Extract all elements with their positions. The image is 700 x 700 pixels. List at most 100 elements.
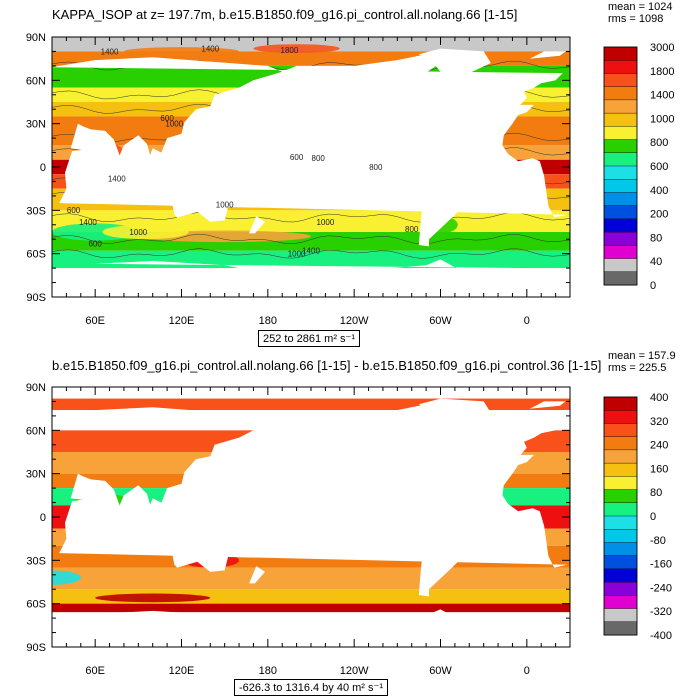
colorbar-label: 600 [650, 161, 668, 173]
contour-label: 800 [312, 154, 326, 163]
colorbar-label: 240 [650, 440, 668, 452]
colorbar-swatch [603, 555, 638, 570]
colorbar-label: 40 [650, 256, 662, 268]
land-mask [197, 519, 225, 530]
colorbar-frame [603, 396, 638, 636]
colorbar-swatch [603, 165, 638, 180]
colorbar-swatch [603, 568, 638, 583]
field-feature [52, 570, 81, 585]
contour-label: 1400 [302, 247, 320, 256]
land-mask [410, 151, 477, 247]
colorbar-swatch [603, 476, 638, 491]
colorbar-swatch [603, 271, 638, 286]
land-mask [72, 185, 81, 204]
contour-label: 1000 [165, 120, 183, 129]
contour-label: 600 [88, 239, 102, 248]
land-mask [195, 456, 214, 471]
range-label: 252 to 2861 m² s⁻¹ [258, 330, 361, 347]
land-mask [529, 51, 566, 59]
x-tick-label: 60W [429, 315, 452, 327]
contour-label: 800 [405, 225, 419, 234]
x-tick-label: 60E [85, 665, 105, 677]
field-feature [253, 44, 340, 53]
colorbar-swatch [603, 449, 638, 464]
land-mask [197, 169, 225, 180]
x-tick-label: 0 [524, 665, 530, 677]
y-tick-label: 30N [26, 469, 46, 481]
y-tick-label: 90S [26, 292, 46, 304]
x-tick-label: 180 [259, 665, 277, 677]
colorbar-label: 400 [650, 392, 668, 404]
map-field [52, 37, 570, 297]
colorbar-swatch [603, 515, 638, 530]
y-tick-label: 90S [26, 642, 46, 654]
contour-label: 600 [160, 114, 174, 123]
y-tick-label: 60N [26, 425, 46, 437]
contour-label: 1400 [101, 47, 119, 56]
land-mask [52, 612, 570, 647]
land-mask [167, 527, 173, 529]
field-band [52, 603, 570, 613]
colorbar-label: -160 [650, 559, 672, 571]
colorbar-label: 1800 [650, 66, 674, 78]
colorbar-swatch [603, 231, 638, 246]
contour-label: 1400 [201, 44, 219, 53]
colorbar-swatch [603, 529, 638, 543]
colorbar-swatch [603, 423, 638, 438]
ocean-map: 90N 60N 30N 0 30S 60S 90S 60E 120E 180 120W 60W 0 140… [26, 32, 675, 327]
y-tick-label: 0 [40, 512, 46, 524]
field-band [52, 567, 570, 590]
field-feature [123, 47, 240, 56]
colorbar-swatch [603, 489, 638, 504]
colorbar-label: -240 [650, 582, 672, 594]
colorbar-label: 0 [650, 280, 656, 292]
contour-label: 1400 [108, 174, 126, 183]
y-tick-label: 60S [26, 249, 46, 261]
colorbar-swatch [603, 218, 638, 233]
mean-label: mean = 1024 [608, 1, 673, 13]
land-mask [418, 48, 491, 81]
colorbar-swatch [603, 410, 638, 424]
colorbar-swatch [603, 542, 638, 557]
contour-line [52, 212, 570, 223]
land-mask [516, 433, 524, 445]
colorbar-label: -400 [650, 630, 672, 642]
land-mask [249, 566, 265, 584]
contour-line [52, 233, 570, 245]
y-tick-label: 30S [26, 555, 46, 567]
land-mask [72, 535, 81, 554]
x-tick-label: 0 [524, 315, 530, 327]
colorbar-label: 800 [650, 137, 668, 149]
y-tick-label: 30N [26, 119, 46, 131]
map-field [52, 387, 570, 647]
field-band [52, 398, 570, 411]
x-tick-label: 120E [169, 665, 195, 677]
contour-label: 600 [67, 206, 81, 215]
colorbar-swatch [603, 99, 638, 114]
colorbar-label: 200 [650, 209, 668, 221]
land-mask [282, 54, 444, 156]
y-tick-label: 0 [40, 162, 46, 174]
colorbar-swatch [603, 462, 638, 477]
colorbar-swatch [603, 502, 638, 517]
land-mask [410, 501, 477, 597]
colorbar-swatch [603, 581, 638, 596]
land-mask [195, 106, 214, 121]
colorbar-swatch [603, 595, 638, 610]
field-feature [325, 590, 441, 603]
land-mask [516, 83, 524, 95]
land-mask [167, 158, 181, 173]
panel-title: b.e15.B1850.f09_g16.pi_control.all.nolan… [52, 358, 602, 373]
land-mask [418, 398, 491, 431]
land-mask [249, 216, 265, 234]
colorbar-swatch [603, 126, 638, 141]
colorbar-label: 0 [650, 511, 656, 523]
colorbar-label: 400 [650, 185, 668, 197]
colorbar-label: 3000 [650, 42, 674, 54]
land-mask [145, 509, 162, 525]
rms-label: rms = 1098 [608, 13, 664, 25]
contour-label: 1000 [216, 200, 234, 209]
colorbar-swatch [603, 205, 638, 220]
